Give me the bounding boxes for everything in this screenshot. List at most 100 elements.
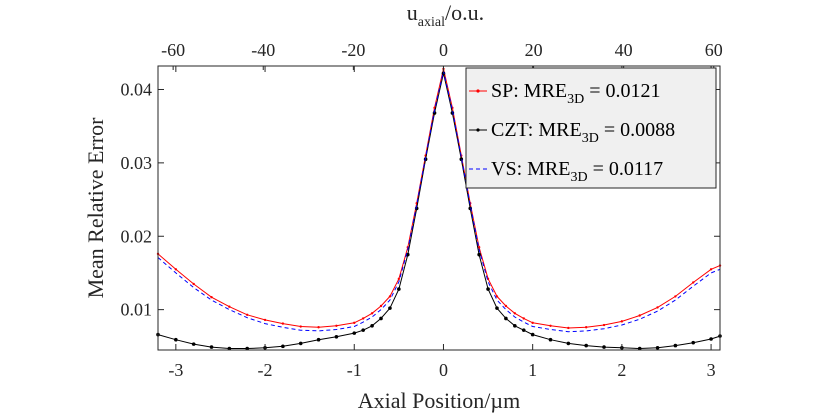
x-tick-label: -2	[258, 360, 273, 380]
data-point-sp	[549, 324, 552, 327]
x-tick-label: 1	[528, 360, 537, 380]
top-axis-title-sub: axial	[418, 15, 445, 30]
data-point-sp	[674, 295, 677, 298]
legend-subscript: 3D	[567, 92, 584, 107]
data-point-czt	[513, 323, 517, 328]
data-point-sp	[531, 321, 534, 325]
data-point-czt	[486, 287, 490, 291]
data-point-czt	[379, 316, 383, 321]
data-point-czt	[584, 343, 588, 348]
legend-marker-czt	[476, 128, 480, 132]
data-point-sp	[370, 312, 374, 315]
top-tick-label: -40	[251, 40, 275, 60]
top-axis-title-rest: /o.u.	[445, 0, 484, 25]
data-point-czt	[298, 341, 303, 346]
data-point-czt	[281, 344, 285, 349]
data-point-czt	[602, 345, 606, 349]
data-point-sp	[281, 322, 285, 325]
data-point-czt	[477, 252, 481, 257]
data-point-sp	[504, 304, 508, 308]
data-point-sp	[620, 320, 624, 323]
top-tick-label: 60	[705, 40, 723, 60]
data-point-sp	[522, 317, 525, 320]
data-point-sp	[299, 325, 302, 328]
legend-value: = 0.0117	[588, 158, 664, 180]
data-point-sp	[317, 326, 320, 329]
x-tick-label: -1	[347, 360, 362, 380]
data-point-czt	[316, 337, 321, 342]
data-point-czt	[388, 306, 392, 310]
y-axis-title: Mean Relative Error	[83, 117, 108, 298]
data-point-czt	[334, 334, 339, 339]
data-point-czt	[495, 306, 499, 310]
data-point-sp	[397, 277, 401, 281]
legend-entry-vs: VS: MRE3D = 0.0117	[491, 158, 663, 185]
data-point-czt	[673, 343, 678, 348]
data-point-sp	[567, 326, 570, 330]
y-tick-label: 0.04	[121, 79, 153, 99]
data-point-czt	[637, 346, 642, 351]
y-tick-label: 0.03	[121, 153, 153, 173]
legend-label: VS: MRE	[491, 158, 570, 180]
data-point-czt	[548, 337, 553, 342]
data-point-czt	[397, 287, 401, 291]
data-point-sp	[692, 281, 695, 284]
data-point-czt	[441, 71, 446, 76]
data-point-sp	[379, 304, 383, 308]
top-tick-label: -60	[161, 40, 185, 60]
x-tick-label: 2	[617, 360, 626, 380]
data-point-czt	[370, 323, 374, 328]
data-point-sp	[228, 305, 231, 308]
data-point-sp	[174, 268, 178, 271]
legend-label: CZT: MRE	[491, 119, 582, 141]
data-point-sp	[709, 268, 713, 271]
top-axis-title-main: u	[407, 0, 418, 25]
top-tick-label: 40	[615, 40, 633, 60]
legend-label: SP: MRE	[491, 80, 567, 102]
data-point-czt	[504, 316, 508, 321]
x-tick-label: -3	[168, 360, 183, 380]
data-point-sp	[656, 306, 659, 309]
data-point-czt	[227, 346, 232, 351]
data-point-sp	[361, 317, 365, 320]
data-point-sp	[638, 314, 641, 317]
y-tick-label: 0.01	[121, 300, 153, 320]
data-point-czt	[245, 346, 250, 351]
data-point-czt	[655, 345, 660, 350]
data-point-czt	[174, 337, 178, 342]
x-tick-label: 3	[707, 360, 716, 380]
x-tick-label: 0	[439, 360, 448, 380]
axes-box	[157, 65, 721, 351]
x-axis-title: Axial Position/µm	[358, 388, 520, 413]
data-point-sp	[495, 295, 499, 298]
data-point-sp	[192, 282, 195, 286]
legend-value: = 0.0088	[599, 119, 675, 141]
data-point-czt	[691, 340, 696, 345]
data-point-czt	[709, 337, 713, 341]
data-point-czt	[209, 345, 214, 349]
top-tick-label: -20	[341, 40, 365, 60]
data-point-sp	[263, 318, 267, 322]
y-tick-label: 0.02	[121, 226, 153, 246]
data-point-czt	[521, 328, 526, 332]
data-point-sp	[477, 246, 481, 249]
data-point-czt	[459, 157, 464, 161]
legend-entry-sp: SP: MRE3D = 0.0121	[491, 80, 661, 107]
top-tick-label: 20	[525, 40, 543, 60]
legend-marker-sp	[476, 89, 480, 93]
data-point-sp	[513, 312, 517, 315]
data-point-czt	[566, 341, 571, 346]
top-tick-label: 0	[439, 40, 448, 60]
legend-subscript: 3D	[570, 170, 587, 185]
data-point-sp	[335, 324, 338, 327]
data-point-sp	[602, 323, 606, 327]
legend-entry-czt: CZT: MRE3D = 0.0088	[491, 119, 675, 146]
legend-box	[465, 67, 717, 189]
legend-value: = 0.0121	[584, 80, 660, 102]
data-point-sp	[210, 295, 213, 299]
top-axis-title: uaxial/o.u.	[407, 0, 484, 30]
data-point-sp	[246, 313, 249, 316]
data-point-sp	[388, 295, 392, 298]
